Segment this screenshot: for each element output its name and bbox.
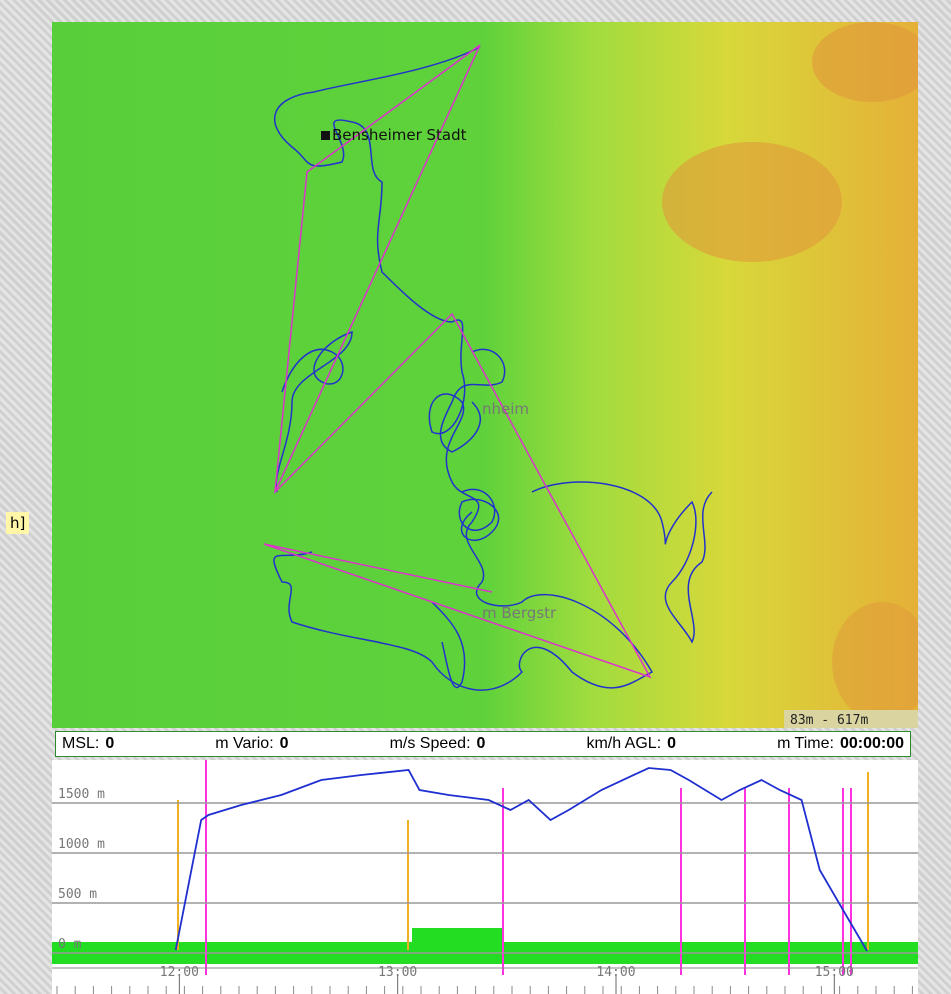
x-tick-label: 12:00 — [160, 965, 199, 980]
status-label: km/h AGL: — [586, 735, 661, 752]
status-item: km/h AGL: 0 — [586, 735, 676, 753]
elevation-scale: 83m - 617m — [790, 713, 868, 728]
y-tick-label: 0 m — [58, 937, 82, 952]
status-label: m/s Speed: — [390, 735, 471, 752]
status-label: MSL: — [62, 735, 99, 752]
y-tick-label: 1500 m — [58, 787, 105, 802]
status-value: 0 — [280, 735, 289, 752]
side-fragment: h] — [6, 512, 29, 534]
status-item: MSL: 0 — [62, 735, 114, 753]
map: Bensheimer Stadt nheim m Bergstr 83m - 6… — [52, 22, 918, 728]
x-tick-label: 15:00 — [815, 965, 854, 980]
hill — [662, 142, 842, 262]
status-bar: MSL: 0 m Vario: 0 m/s Speed: 0 km/h AGL: 0 m Tim… — [55, 731, 911, 757]
status-label: m Time: — [777, 735, 834, 752]
place-label: Bensheimer Stadt — [332, 126, 467, 144]
y-tick-label: 1000 m — [58, 837, 105, 852]
y-tick-label: 500 m — [58, 887, 97, 902]
status-value: 0 — [477, 735, 486, 752]
status-item: m Vario: 0 — [215, 735, 288, 753]
status-label: m Vario: — [215, 735, 273, 752]
place-marker — [321, 131, 330, 140]
page: h] Bensheimer Stadt nheim m Bergstr — [0, 0, 951, 994]
status-item: m/s Speed: 0 — [390, 735, 486, 753]
x-tick-label: 13:00 — [378, 965, 417, 980]
place-label: m Bergstr — [482, 604, 557, 622]
altitude-chart: 0 m 500 m 1000 m 1500 m 12:00 13:00 14:00 15:00 — [52, 760, 918, 994]
vario-band — [412, 928, 502, 944]
x-tick-label: 14:00 — [596, 965, 635, 980]
status-value: 0 — [667, 735, 676, 752]
status-item: m Time: 00:00:00 — [777, 735, 904, 753]
place-label: nheim — [482, 400, 529, 418]
status-value: 00:00:00 — [840, 735, 904, 752]
status-value: 0 — [105, 735, 114, 752]
